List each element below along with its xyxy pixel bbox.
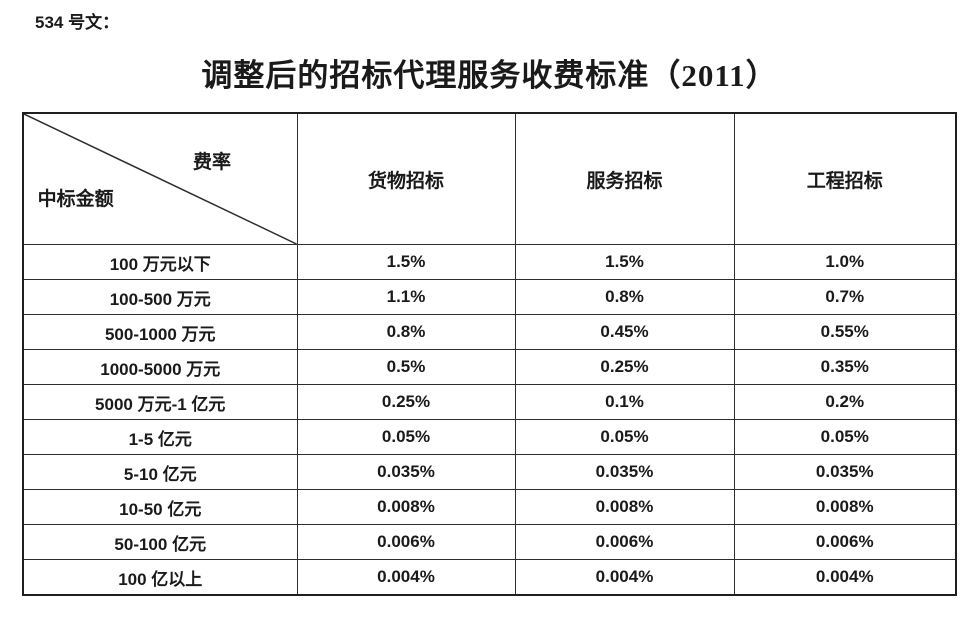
corner-label-rate: 费率: [192, 151, 231, 173]
rate-cell: 0.25%: [296, 384, 516, 420]
rate-cell: 0.05%: [514, 419, 735, 455]
rate-cell: 0.035%: [296, 454, 516, 490]
table-row: 5-10 亿元 0.035% 0.035% 0.035%: [22, 454, 957, 490]
rate-cell: 0.006%: [733, 524, 957, 560]
row-label: 10-50 亿元: [22, 489, 298, 525]
rate-cell: 0.035%: [733, 454, 957, 490]
table-row: 100 万元以下 1.5% 1.5% 1.0%: [22, 244, 957, 280]
rate-cell: 0.006%: [514, 524, 735, 560]
rate-cell: 1.1%: [296, 279, 516, 315]
table-row: 5000 万元-1 亿元 0.25% 0.1% 0.2%: [22, 384, 957, 420]
row-label: 1000-5000 万元: [22, 349, 298, 385]
page-title: 调整后的招标代理服务收费标准（2011）: [201, 58, 778, 93]
table-row: 100-500 万元 1.1% 0.8% 0.7%: [22, 279, 957, 315]
table-row: 1000-5000 万元 0.5% 0.25% 0.35%: [22, 349, 957, 385]
rate-cell: 0.035%: [514, 454, 735, 490]
rate-cell: 1.0%: [733, 244, 957, 280]
rate-cell: 0.008%: [733, 489, 957, 525]
column-header-goods: 货物招标: [296, 112, 516, 245]
diagonal-header-cell: 费率 中标金额: [22, 112, 298, 245]
table-row: 50-100 亿元 0.006% 0.006% 0.006%: [22, 524, 957, 560]
column-header-services: 服务招标: [514, 112, 735, 245]
table-row: 10-50 亿元 0.008% 0.008% 0.008%: [22, 489, 957, 525]
row-label: 50-100 亿元: [22, 524, 298, 560]
rate-cell: 0.8%: [514, 279, 735, 315]
rate-cell: 0.004%: [296, 559, 516, 596]
column-header-engineering: 工程招标: [733, 112, 957, 245]
fee-table: 费率 中标金额 货物招标 服务招标 工程招标 100 万元以下 1.5% 1.5…: [22, 112, 957, 596]
rate-cell: 0.25%: [514, 349, 735, 385]
corner-label-bid-amount: 中标金额: [37, 189, 114, 211]
rate-cell: 1.5%: [514, 244, 735, 280]
rate-cell: 0.05%: [296, 419, 516, 455]
rate-cell: 0.008%: [514, 489, 735, 525]
rate-cell: 0.45%: [514, 314, 735, 350]
row-label: 5000 万元-1 亿元: [22, 384, 298, 420]
rate-cell: 0.5%: [296, 349, 516, 385]
rate-cell: 0.1%: [514, 384, 735, 420]
table-row: 1-5 亿元 0.05% 0.05% 0.05%: [22, 419, 957, 455]
row-label: 100 亿以上: [22, 559, 298, 596]
rate-cell: 0.55%: [733, 314, 957, 350]
rate-cell: 1.5%: [296, 244, 516, 280]
rate-cell: 0.35%: [733, 349, 957, 385]
rate-cell: 0.004%: [733, 559, 957, 596]
rate-cell: 0.2%: [733, 384, 957, 420]
doc-number-label: 534 号文：: [35, 13, 120, 32]
rate-cell: 0.006%: [296, 524, 516, 560]
row-label: 100-500 万元: [22, 279, 298, 315]
row-label: 5-10 亿元: [22, 454, 298, 490]
rate-cell: 0.8%: [296, 314, 516, 350]
row-label: 500-1000 万元: [22, 314, 298, 350]
rate-cell: 0.004%: [514, 559, 735, 596]
row-label: 1-5 亿元: [22, 419, 298, 455]
diagonal-divider-line: [24, 114, 297, 244]
table-row: 500-1000 万元 0.8% 0.45% 0.55%: [22, 314, 957, 350]
rate-cell: 0.05%: [733, 419, 957, 455]
table-header-row: 费率 中标金额 货物招标 服务招标 工程招标: [22, 112, 957, 245]
row-label: 100 万元以下: [22, 244, 298, 280]
table-row: 100 亿以上 0.004% 0.004% 0.004%: [22, 559, 957, 596]
rate-cell: 0.7%: [733, 279, 957, 315]
rate-cell: 0.008%: [296, 489, 516, 525]
